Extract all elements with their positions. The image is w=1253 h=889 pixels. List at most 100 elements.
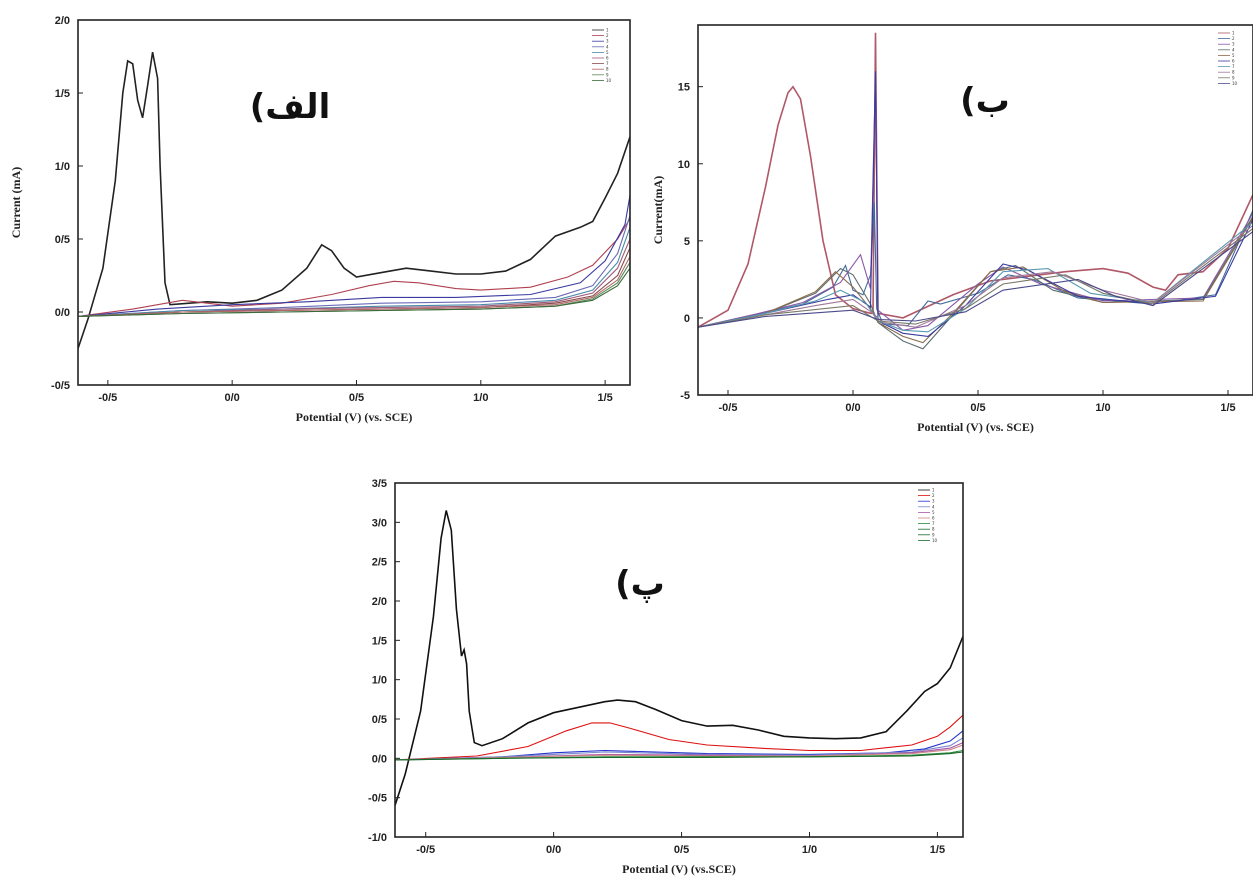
series-line-6 xyxy=(698,71,1253,337)
series-line-5 xyxy=(78,227,630,317)
legend-entry: 8 xyxy=(606,67,609,72)
y-tick-label: 2/5 xyxy=(372,557,387,569)
legend-entry: 1 xyxy=(1232,31,1235,36)
legend-entry: 1 xyxy=(932,488,935,493)
series-line-7 xyxy=(698,221,1253,333)
x-tick-label: -0/5 xyxy=(416,844,435,856)
x-axis-label: Potential (V) (vs. SCE) xyxy=(917,420,1034,434)
y-tick-label: 5 xyxy=(684,236,690,248)
legend-entry: 3 xyxy=(1232,42,1235,47)
y-tick-label: 0/5 xyxy=(55,234,70,246)
x-tick-label: 1/0 xyxy=(473,392,488,404)
panel-label: الف) xyxy=(250,87,330,127)
legend-entry: 4 xyxy=(1232,47,1235,52)
y-tick-label: 15 xyxy=(678,82,690,94)
series-line-3 xyxy=(395,730,963,761)
x-tick-label: 0/5 xyxy=(674,844,689,856)
x-tick-label: 0/0 xyxy=(225,392,240,404)
y-tick-label: -1/0 xyxy=(368,832,387,844)
plot-area xyxy=(698,32,1253,350)
legend-entry: 2 xyxy=(606,33,609,38)
series-line-10 xyxy=(698,231,1253,328)
legend-entry: 4 xyxy=(606,44,609,49)
y-tick-label: 2/0 xyxy=(55,15,70,27)
legend-entry: 5 xyxy=(1232,53,1235,58)
chart-panel-c: -0/5 0/0 0/5 1/0 1/5 -1/0 -0/5 0/0 0/5 1/0 1/5 2/0 2… xyxy=(340,465,970,889)
series-line-1 xyxy=(78,51,630,349)
y-axis-label: Current (mA) xyxy=(9,167,23,238)
legend-entry: 6 xyxy=(932,516,935,521)
series-line-1 xyxy=(395,510,963,806)
legend-entry: 10 xyxy=(932,538,938,543)
y-tick-label: -5 xyxy=(680,390,690,402)
cyclic-voltammogram-a: -0/5 0/0 0/5 1/0 1/5 -0/5 0/0 0/5 1/0 1/5 2/0 Poten… xyxy=(9,15,631,424)
plot-frame xyxy=(394,482,964,838)
legend-entry: 6 xyxy=(606,56,609,61)
x-tick-label: 0/5 xyxy=(349,392,364,404)
y-tick-label: 0 xyxy=(684,313,690,325)
x-tick-label: 0/0 xyxy=(845,402,860,414)
chart-panel-b: -0/5 0/0 0/5 1/0 1/5 -5 0 5 10 15 Potential (V) (v… xyxy=(640,0,1253,440)
legend-entry: 7 xyxy=(1232,64,1235,69)
cyclic-voltammogram-c: -0/5 0/0 0/5 1/0 1/5 -1/0 -0/5 0/0 0/5 1/0 1/5 2/0 2… xyxy=(368,478,964,876)
x-tick-label: 1/5 xyxy=(930,844,945,856)
x-tick-label: 0/0 xyxy=(546,844,561,856)
legend-entry: 3 xyxy=(932,499,935,504)
series-line-8 xyxy=(698,224,1253,328)
x-tick-label: 1/5 xyxy=(597,392,612,404)
legend-entry: 7 xyxy=(932,521,935,526)
x-tick-label: 1/0 xyxy=(802,844,817,856)
y-tick-label: 3/5 xyxy=(372,478,387,490)
x-tick-label: 1/5 xyxy=(1220,402,1235,414)
plot-frame xyxy=(77,19,631,386)
series-line-2 xyxy=(78,218,630,317)
plot-frame xyxy=(697,24,1253,396)
series-line-4 xyxy=(395,737,963,761)
plot-area xyxy=(78,51,630,349)
y-tick-label: 10 xyxy=(678,159,690,171)
y-tick-label: 1/5 xyxy=(372,635,387,647)
x-axis-label: Potential (V) (vs.SCE) xyxy=(622,862,736,876)
series-line-10 xyxy=(78,267,630,317)
series-line-2 xyxy=(698,202,1253,328)
legend-entry: 2 xyxy=(932,493,935,498)
legend-entry: 10 xyxy=(606,78,612,83)
y-tick-label: 0/5 xyxy=(372,714,387,726)
legend-entry: 9 xyxy=(606,72,609,77)
legend-entry: 9 xyxy=(932,532,935,537)
y-tick-label: 1/5 xyxy=(55,88,70,100)
plot-area xyxy=(395,510,963,806)
legend-entry: 8 xyxy=(1232,70,1235,75)
legend-entry: 1 xyxy=(606,28,609,33)
y-tick-label: 1/0 xyxy=(55,161,70,173)
legend-entry: 3 xyxy=(606,39,609,44)
legend-entry: 6 xyxy=(1232,59,1235,64)
x-tick-label: 1/0 xyxy=(1095,402,1110,414)
chart-panel-a: -0/5 0/0 0/5 1/0 1/5 -0/5 0/0 0/5 1/0 1/5 2/0 Poten… xyxy=(0,0,640,440)
y-tick-label: -0/5 xyxy=(368,793,387,805)
y-tick-label: 3/0 xyxy=(372,517,387,529)
series-line-8 xyxy=(395,751,963,761)
y-tick-label: -0/5 xyxy=(51,380,70,392)
legend-entry: 5 xyxy=(606,50,609,55)
x-tick-label: -0/5 xyxy=(719,402,738,414)
panel-label: پ) xyxy=(615,564,665,604)
x-axis-label: Potential (V) (vs. SCE) xyxy=(296,410,413,424)
series-line-4 xyxy=(698,215,1253,350)
y-tick-label: 0/0 xyxy=(372,753,387,765)
panel-label: ب) xyxy=(960,81,1010,121)
x-tick-label: -0/5 xyxy=(98,392,117,404)
series-line-1 xyxy=(698,32,1253,328)
y-axis-label: Current(mA) xyxy=(651,176,665,244)
legend-entry: 4 xyxy=(932,504,935,509)
series-line-6 xyxy=(395,744,963,761)
legend-entry: 10 xyxy=(1232,81,1238,86)
y-tick-label: 1/0 xyxy=(372,675,387,687)
legend-entry: 9 xyxy=(1232,75,1235,80)
series-line-2 xyxy=(395,714,963,761)
x-tick-label: 0/5 xyxy=(970,402,985,414)
legend-entry: 8 xyxy=(932,527,935,532)
